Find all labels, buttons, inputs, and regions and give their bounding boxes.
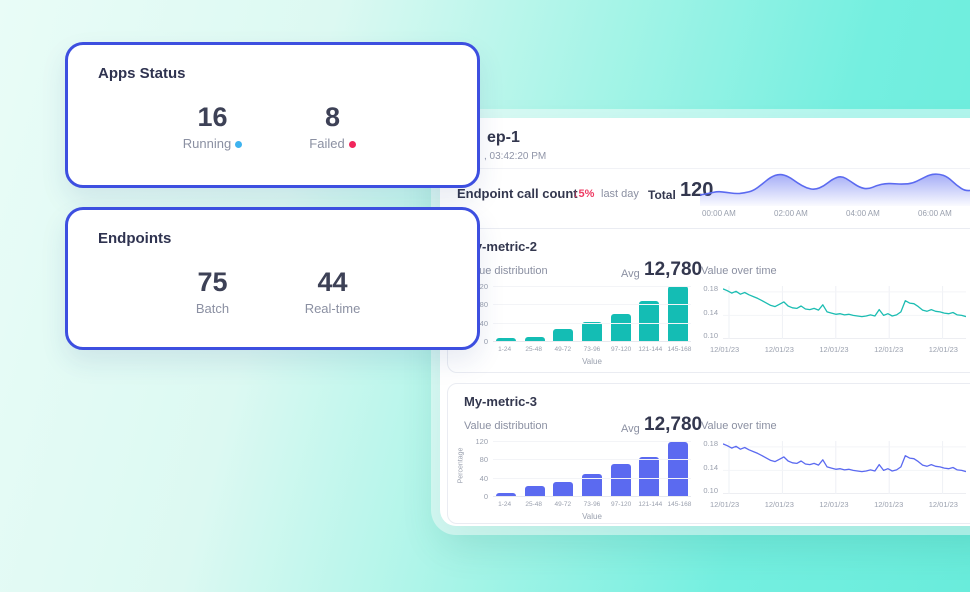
running-stat: 16 Running <box>153 101 273 151</box>
endpoints-stats: 75 Batch 44 Real-time <box>68 266 477 316</box>
apps-status-stats: 16 Running 8 Failed <box>68 101 477 151</box>
metric-2-avg-label: Avg <box>621 268 640 280</box>
failed-status-dot <box>348 141 356 149</box>
endpoint-call-count-period: last day <box>601 188 639 200</box>
metric-2-bar-chart <box>493 286 691 342</box>
failed-label-row: Failed <box>273 136 393 151</box>
metric-3-avg-value: 12,780 <box>644 414 703 435</box>
apps-status-title: Apps Status <box>98 65 186 82</box>
metric-3-avg-label: Avg <box>621 423 640 435</box>
sparkline-time-axis: 00:00 AM 02:00 AM 04:00 AM 06:00 AM <box>702 209 952 218</box>
batch-count: 75 <box>197 267 228 297</box>
deployment-dashboard-panel: ep-1 , 03:42:20 PM Endpoint call count ↓… <box>440 118 970 526</box>
metric-card-my-metric-2[interactable]: My-metric-2 Value distribution Avg 12,78… <box>447 228 970 373</box>
metric-2-bar-x-title: Value <box>582 357 602 366</box>
endpoint-call-count-label: Endpoint call count <box>457 186 578 201</box>
realtime-label: Real-time <box>304 301 361 316</box>
metric-2-line-y-axis: 0.18 0.14 0.10 <box>703 284 718 340</box>
batch-label: Batch <box>195 301 230 316</box>
metric-2-title: My-metric-2 <box>464 239 537 254</box>
endpoints-title: Endpoints <box>98 230 172 247</box>
running-label: Running <box>182 136 232 151</box>
metric-3-title: My-metric-3 <box>464 394 537 409</box>
metric-2-line-x-axis: 12/01/23 12/01/23 12/01/23 12/01/23 12/01/23 <box>710 345 958 354</box>
deployment-title: ep-1 <box>487 129 520 146</box>
header-divider <box>440 168 970 169</box>
metric-3-line-x-axis: 12/01/23 12/01/23 12/01/23 12/01/23 12/01/23 <box>710 500 958 509</box>
metric-3-over-time-label: Value over time <box>701 420 777 432</box>
metric-3-bar-chart <box>493 441 691 497</box>
endpoint-total-label: Total <box>648 188 676 202</box>
deployment-timestamp: , 03:42:20 PM <box>484 151 547 162</box>
metric-2-distribution-label: Value distribution <box>464 265 548 277</box>
metric-2-bar-x-axis: 1-24 25-48 49-72 73-96 97-120 121-144 145-168 <box>498 346 692 353</box>
running-count: 16 <box>197 102 228 132</box>
failed-stat: 8 Failed <box>273 101 393 151</box>
endpoint-call-count-sparkline <box>699 166 970 206</box>
metric-2-line-chart <box>722 286 967 340</box>
metric-3-line-y-axis: 0.18 0.14 0.10 <box>703 439 718 495</box>
metric-2-bar-y-axis: 120 80 40 0 <box>475 282 488 346</box>
metric-3-distribution-label: Value distribution <box>464 420 548 432</box>
apps-status-card[interactable]: Apps Status 16 Running 8 Failed <box>65 42 480 188</box>
batch-stat: 75 Batch <box>153 266 273 316</box>
endpoint-call-count-change: ↓5% <box>573 188 595 200</box>
running-label-row: Running <box>153 136 273 151</box>
failed-count: 8 <box>324 102 341 132</box>
endpoints-card[interactable]: Endpoints 75 Batch 44 Real-time <box>65 207 480 350</box>
metric-card-my-metric-3[interactable]: My-metric-3 Value distribution Avg 12,78… <box>447 383 970 524</box>
metric-3-line-chart <box>722 441 967 495</box>
metric-3-bar-y-axis: 120 80 40 0 <box>475 437 488 501</box>
running-status-dot <box>235 141 243 149</box>
metric-2-over-time-label: Value over time <box>701 265 777 277</box>
realtime-count: 44 <box>317 267 348 297</box>
failed-label: Failed <box>309 136 345 151</box>
metric-3-bar-y-title: Percentage <box>457 447 465 484</box>
metric-3-bar-x-axis: 1-24 25-48 49-72 73-96 97-120 121-144 145-168 <box>498 501 692 508</box>
metric-3-bar-x-title: Value <box>582 512 602 521</box>
realtime-stat: 44 Real-time <box>273 266 393 316</box>
metric-2-avg-value: 12,780 <box>644 259 703 280</box>
